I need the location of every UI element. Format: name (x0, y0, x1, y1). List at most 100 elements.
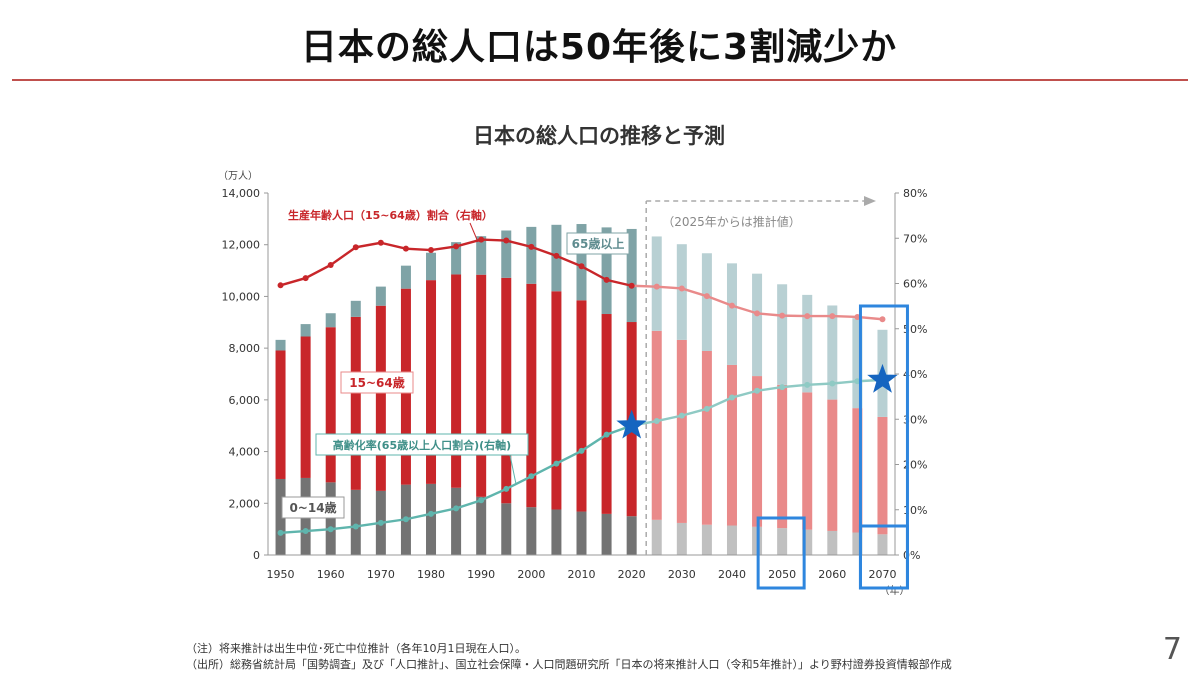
working-ratio-point (653, 283, 660, 290)
x-tick-label: 1970 (367, 568, 395, 581)
x-tick-label: 2060 (818, 568, 846, 581)
bar-children (350, 489, 361, 555)
y-right-tick-label: 10% (903, 504, 927, 517)
y-left-tick-label: 12,000 (222, 239, 261, 252)
working-ratio-point (779, 312, 786, 319)
bar-elderly (726, 263, 737, 365)
series-label-elderly: 65歳以上 (572, 236, 625, 251)
highlight-box-2050 (756, 516, 806, 590)
bar-working (701, 350, 712, 525)
y-right-tick-label: 0% (903, 549, 920, 562)
bar-working (325, 327, 336, 483)
bar-children (476, 496, 487, 555)
aging-rate-point (678, 412, 685, 419)
working-ratio-point (402, 245, 409, 252)
working-ratio-point (453, 243, 460, 250)
aging-rate-point (553, 460, 560, 467)
aging-rate-point (703, 405, 710, 412)
bars-layer (275, 224, 888, 555)
bar-elderly (501, 230, 512, 278)
working-ratio-point (277, 282, 284, 289)
y-right-tick-label: 60% (903, 278, 927, 291)
x-tick-label: 2000 (517, 568, 545, 581)
bar-working (275, 350, 286, 479)
bar-children (726, 525, 737, 555)
bar-elderly (651, 236, 662, 331)
y-left-tick-label: 4,000 (229, 446, 261, 459)
y-right-tick-label: 50% (903, 323, 927, 336)
bar-children (777, 528, 788, 555)
working-ratio-point (829, 313, 836, 320)
bar-elderly (275, 339, 286, 351)
bar-elderly (626, 228, 637, 323)
working-ratio-point (553, 252, 560, 259)
working-ratio-point (503, 237, 510, 244)
footnote: （注）将来推計は出生中位･死亡中位推計（各年10月1日現在人口）。 (186, 642, 526, 655)
aging-rate-point (528, 473, 535, 480)
bar-children (551, 509, 562, 555)
bar-children (451, 487, 462, 555)
series-label-working-ratio: 生産年齢人口（15~64歳）割合（右軸） (288, 208, 493, 222)
working-ratio-point (628, 282, 635, 289)
bar-elderly (451, 242, 462, 275)
bar-children (827, 530, 838, 555)
aging-rate-point (503, 485, 510, 492)
overlay-layer: （2025年からは推計値） (616, 196, 909, 590)
aging-rate-point (578, 447, 585, 454)
bar-children (526, 507, 537, 555)
aging-rate-point (478, 497, 485, 504)
aging-rate-point (428, 510, 435, 517)
x-tick-label: 2040 (718, 568, 746, 581)
bar-elderly (676, 244, 687, 340)
aging-rate-point (829, 380, 836, 387)
working-ratio-point (603, 276, 610, 283)
y-left-tick-label: 6,000 (229, 394, 261, 407)
working-ratio-point (703, 293, 710, 300)
y-left-tick-label: 14,000 (222, 187, 261, 200)
bar-children (651, 519, 662, 555)
lines-layer (277, 236, 886, 536)
y-right-tick-label: 30% (903, 413, 927, 426)
aging-rate-point (728, 394, 735, 401)
bar-elderly (852, 318, 863, 409)
y-right-tick-label: 70% (903, 232, 927, 245)
x-tick-label: 2030 (668, 568, 696, 581)
x-tick-label: 1980 (417, 568, 445, 581)
leader-aging-rate (509, 454, 517, 485)
x-tick-label: 2070 (868, 568, 896, 581)
working-ratio-point (678, 285, 685, 292)
bar-elderly (426, 252, 437, 281)
aging-rate-point (854, 378, 861, 385)
working-ratio-point (578, 263, 585, 270)
working-ratio-point (754, 310, 761, 317)
bar-working (676, 339, 687, 523)
label-box-aging-rate (315, 433, 529, 456)
series-label-children: 0~14歳 (289, 500, 336, 515)
star-marker-2070 (867, 363, 898, 393)
slide-title: 日本の総人口は50年後に3割減少か (300, 27, 898, 68)
working-ratio-point (854, 313, 861, 320)
x-unit: （年） (879, 584, 909, 597)
bar-working (877, 416, 888, 535)
y-left-tick-label: 2,000 (229, 497, 261, 510)
leader-working-ratio (469, 222, 479, 243)
x-tick-label: 2020 (618, 568, 646, 581)
bar-working (501, 277, 512, 504)
x-tick-label: 2010 (568, 568, 596, 581)
working-ratio-point (352, 244, 359, 251)
bar-elderly (576, 224, 587, 301)
series-label-aging-rate: 高齢化率(65歳以上人口割合)(右軸) (333, 438, 511, 452)
bar-children (626, 516, 637, 555)
chart-title: 日本の総人口の推移と予測 (473, 124, 725, 148)
bar-children (601, 513, 612, 555)
bar-children (676, 522, 687, 555)
bar-working (551, 291, 562, 510)
aging-rate-point (277, 529, 284, 536)
bar-elderly (752, 273, 763, 377)
label-box-children (281, 496, 345, 519)
bar-working (752, 376, 763, 527)
aging-rate-point (779, 384, 786, 391)
bar-elderly (476, 236, 487, 275)
bar-children (426, 483, 437, 555)
